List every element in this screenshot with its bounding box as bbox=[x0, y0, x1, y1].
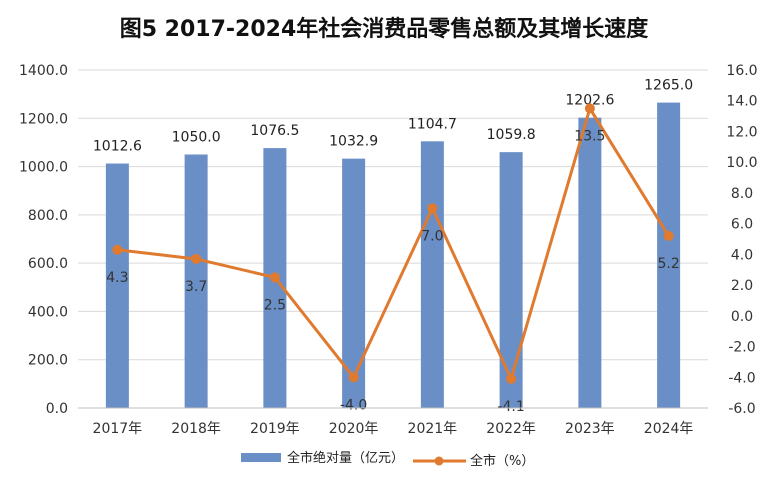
line-layer: 4.3 3.7 2.5 -4.0 7.0 -4.1 13.5 5.2 bbox=[106, 103, 680, 415]
line-point bbox=[427, 203, 438, 214]
left-tick-label: 200.0 bbox=[28, 353, 68, 369]
bars-layer: 1012.6 1050.0 1076.5 1032.9 1104.7 1059.8 1202… bbox=[93, 78, 693, 409]
bar-value-label: 1059.8 bbox=[487, 127, 536, 143]
left-tick-label: 1000.0 bbox=[19, 160, 68, 176]
right-tick-label: 2.0 bbox=[731, 278, 753, 294]
line-value-label: -4.0 bbox=[340, 397, 367, 413]
chart-title: 图5 2017-2024年社会消费品零售总额及其增长速度 bbox=[120, 16, 650, 42]
legend: 全市绝对量（亿元） 全市（%） bbox=[241, 450, 534, 469]
x-tick-label: 2023年 bbox=[565, 421, 615, 437]
line-point bbox=[112, 244, 123, 255]
bar bbox=[578, 117, 602, 409]
right-tick-label: 14.0 bbox=[726, 94, 757, 110]
line-value-label: 4.3 bbox=[106, 270, 128, 286]
left-tick-label: 600.0 bbox=[28, 256, 68, 272]
x-tick-label: 2018年 bbox=[171, 421, 221, 437]
bar bbox=[342, 158, 366, 408]
right-tick-label: 0.0 bbox=[731, 309, 753, 325]
right-axis: -6.0 -4.0 -2.0 0.0 2.0 4.0 6.0 8.0 10.0 12.0 14.0 1… bbox=[726, 63, 757, 417]
line-value-label: 7.0 bbox=[421, 228, 443, 244]
line-value-label: -4.1 bbox=[497, 399, 524, 415]
line-value-label: 2.5 bbox=[264, 297, 286, 313]
bar-value-label: 1104.7 bbox=[408, 116, 457, 132]
bar bbox=[499, 152, 523, 408]
legend-line-label: 全市（%） bbox=[470, 453, 534, 469]
line-point bbox=[506, 373, 517, 384]
right-tick-label: 16.0 bbox=[726, 63, 757, 79]
growth-line bbox=[117, 106, 670, 381]
bar-value-label: 1050.0 bbox=[172, 130, 221, 146]
line-point bbox=[191, 253, 202, 264]
x-axis: 2017年 2018年 2019年 2020年 2021年 2022年 2023年 2024年 bbox=[78, 407, 708, 437]
left-tick-label: 1400.0 bbox=[19, 63, 68, 79]
line-point bbox=[269, 272, 280, 283]
line-point bbox=[663, 230, 674, 241]
line-value-label: 3.7 bbox=[185, 279, 207, 295]
right-tick-label: -6.0 bbox=[728, 401, 755, 417]
legend-line-marker bbox=[434, 456, 444, 466]
line-value-label: 13.5 bbox=[574, 128, 605, 144]
bar-value-label: 1076.5 bbox=[250, 123, 299, 139]
right-tick-label: 6.0 bbox=[731, 217, 753, 233]
bar-value-label: 1032.9 bbox=[329, 134, 378, 150]
right-tick-label: -4.0 bbox=[728, 370, 755, 386]
left-axis: 0.0 200.0 400.0 600.0 800.0 1000.0 1200.0 1400.… bbox=[19, 63, 68, 417]
left-tick-label: 0.0 bbox=[46, 401, 68, 417]
x-tick-label: 2020年 bbox=[329, 421, 379, 437]
bar bbox=[105, 163, 129, 408]
bar bbox=[657, 102, 681, 408]
x-tick-label: 2019年 bbox=[250, 421, 300, 437]
left-tick-label: 1200.0 bbox=[19, 111, 68, 127]
right-tick-label: 12.0 bbox=[726, 124, 757, 140]
x-tick-label: 2022年 bbox=[486, 421, 536, 437]
bar-value-label: 1265.0 bbox=[644, 78, 693, 94]
line-point bbox=[584, 103, 595, 114]
right-tick-label: 8.0 bbox=[731, 186, 753, 202]
bar bbox=[184, 154, 208, 408]
right-tick-label: 4.0 bbox=[731, 247, 753, 263]
legend-bar-swatch bbox=[241, 453, 281, 462]
left-tick-label: 800.0 bbox=[28, 208, 68, 224]
grid-layer bbox=[78, 69, 708, 409]
legend-bar-label: 全市绝对量（亿元） bbox=[287, 450, 404, 466]
x-tick-label: 2021年 bbox=[408, 421, 458, 437]
x-tick-label: 2024年 bbox=[644, 421, 694, 437]
left-tick-label: 400.0 bbox=[28, 304, 68, 320]
bar-value-label: 1202.6 bbox=[565, 93, 614, 109]
bar bbox=[420, 141, 444, 408]
right-tick-label: 10.0 bbox=[726, 155, 757, 171]
line-value-label: 5.2 bbox=[657, 256, 679, 272]
line-point bbox=[348, 372, 359, 383]
right-tick-label: -2.0 bbox=[728, 340, 755, 356]
bar-value-label: 1012.6 bbox=[93, 139, 142, 155]
x-tick-label: 2017年 bbox=[93, 421, 143, 437]
